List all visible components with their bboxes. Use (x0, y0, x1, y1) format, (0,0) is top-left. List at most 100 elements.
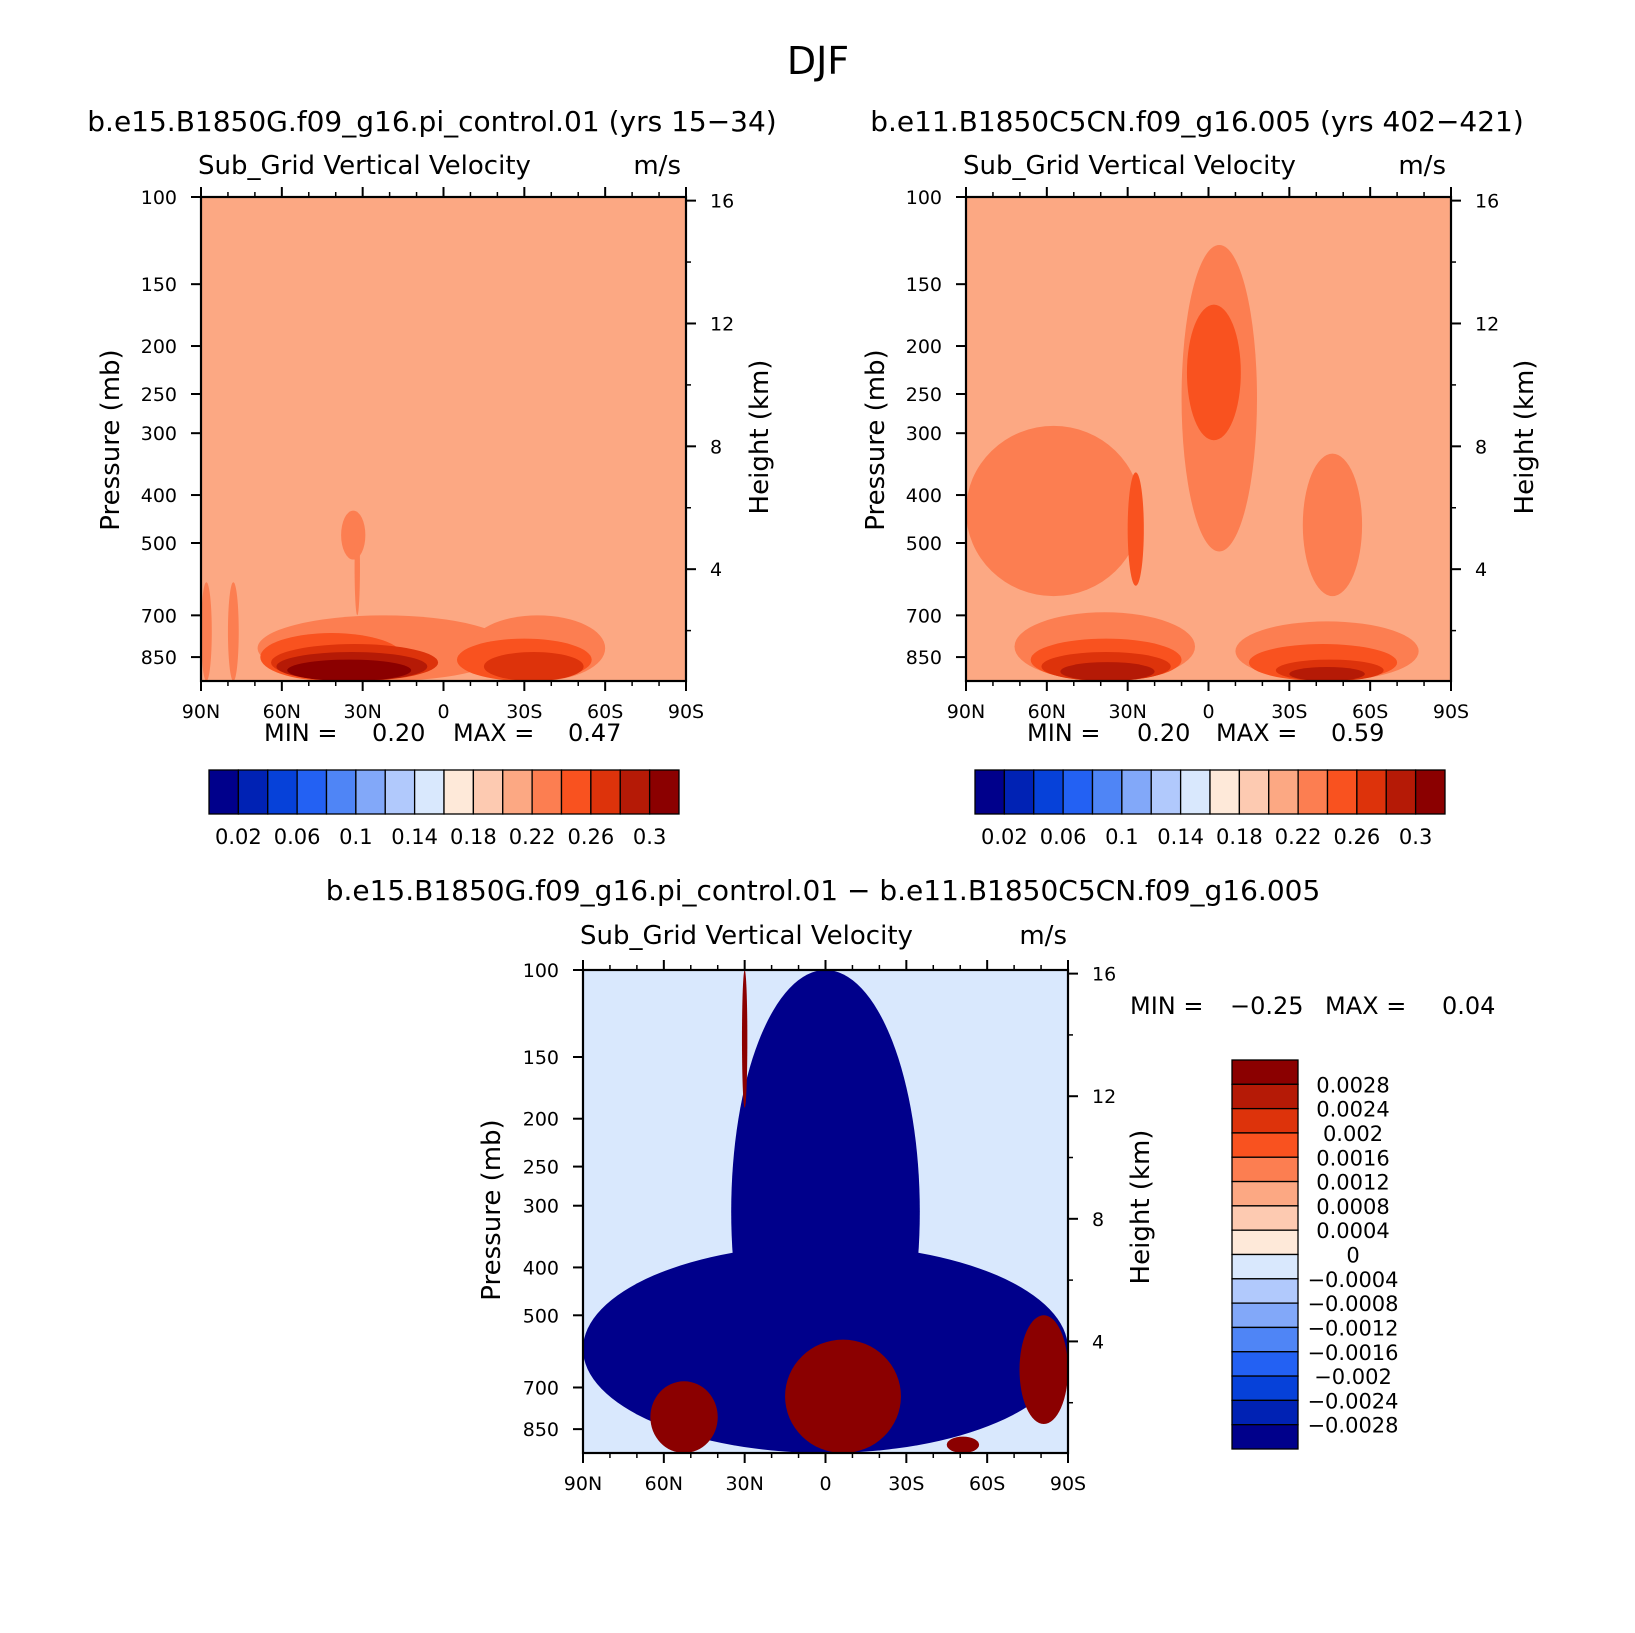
colorbar-box (1268, 769, 1299, 815)
colorbar-box (1062, 769, 1094, 815)
panel-3-max-value: 0.04 (1442, 992, 1495, 1020)
x-tick-label: 30S (506, 701, 542, 723)
colorbar-box (296, 769, 328, 815)
colorbar-box (502, 769, 533, 815)
panel-2-plot: 90N 60N 30N 0 30S 60S 90S 100 150 200 250 300 400 500… (906, 187, 1499, 723)
y-tick-label: 200 (141, 336, 177, 358)
colorbar-box (1231, 1399, 1299, 1426)
colorbar-box (1231, 1302, 1299, 1329)
y2-tick-label: 12 (1092, 1086, 1116, 1108)
y-tick-label: 250 (906, 384, 942, 406)
panel-3-plot: 90N 60N 30N 0 30S 60S 90S 100 150 200 250 300 400 500… (523, 960, 1116, 1495)
y-tick-label: 150 (906, 274, 942, 296)
panel-2-variable: Sub_Grid Vertical Velocity (963, 151, 1296, 181)
colorbar-tick-label: 0.0016 (1316, 1146, 1389, 1170)
colorbar-box (1231, 1326, 1299, 1353)
panel-1-plot: 90N 60N 30N 0 30S 60S 90S 100 150 200 250 300 400 500… (141, 187, 734, 723)
colorbar-tick-label: 0.0004 (1316, 1219, 1389, 1243)
y-tick-label: 850 (523, 1419, 559, 1441)
y-tick-label: 300 (906, 423, 942, 445)
panel-2-units: m/s (1398, 151, 1446, 181)
contour-region-11 (287, 659, 412, 681)
colorbar-box (1091, 769, 1123, 815)
y-tick-label: 250 (141, 384, 177, 406)
panel-1-max-label: MAX = (453, 719, 534, 747)
y2-tick-label: 8 (1475, 436, 1487, 458)
y2-tick-label: 16 (1475, 191, 1499, 213)
colorbar-tick-label: −0.0024 (1307, 1389, 1398, 1413)
colorbar-tick-label: −0.0008 (1307, 1292, 1398, 1316)
colorbar-box (1231, 1132, 1299, 1158)
y2-tick-label: 8 (1092, 1209, 1104, 1231)
contour-region-4 (354, 520, 360, 616)
panel-1-y2label: Height (km) (745, 360, 775, 515)
contour-region-1 (201, 582, 212, 681)
colorbar-box (1231, 1180, 1299, 1207)
colorbar-box (1209, 769, 1241, 815)
panel-1-min-label: MIN = (264, 719, 337, 747)
colorbar-box (1231, 1278, 1299, 1304)
panel-3-variable: Sub_Grid Vertical Velocity (580, 921, 913, 951)
colorbar-box (1238, 769, 1270, 815)
colorbar-tick-label: 0.18 (1216, 825, 1263, 849)
colorbar-tick-label: 0.3 (633, 825, 666, 849)
contour-field (966, 197, 1451, 681)
panel-3-case-title: b.e15.B1850G.f09_g16.pi_control.01 − b.e… (326, 874, 1321, 907)
y-tick-label: 850 (906, 647, 942, 669)
colorbar-box (531, 769, 563, 815)
panel-3-colorbar: 0.00280.00240.0020.00160.00120.00080.000… (1231, 1059, 1399, 1450)
colorbar-box (560, 769, 592, 815)
colorbar-box (1231, 1424, 1299, 1450)
panel-1-min-value: 0.20 (372, 719, 425, 747)
y-tick-label: 850 (141, 647, 177, 669)
y-tick-label: 100 (523, 960, 559, 982)
panel-2-ylabel: Pressure (mb) (861, 349, 891, 530)
panel-2-max-value: 0.59 (1331, 719, 1384, 747)
colorbar-box (237, 769, 269, 815)
colorbar-box (1356, 769, 1387, 815)
colorbar-tick-label: 0.14 (391, 825, 438, 849)
contour-region-0 (227, 582, 239, 681)
y2-tick-label: 4 (1092, 1331, 1104, 1353)
contour-region-9 (483, 651, 584, 681)
y-tick-label: 250 (523, 1157, 559, 1179)
panel-1-units: m/s (633, 151, 681, 181)
panel-1-max-value: 0.47 (568, 719, 621, 747)
colorbar-tick-label: 0.22 (509, 825, 556, 849)
panel-3-max-label: MAX = (1325, 992, 1406, 1020)
panel-3-y2label: Height (km) (1126, 1130, 1156, 1285)
y2-tick-label: 4 (1475, 559, 1487, 581)
colorbar-tick-label: 0.22 (1275, 825, 1322, 849)
colorbar-box (1121, 769, 1152, 815)
colorbar-tick-label: −0.0004 (1307, 1268, 1398, 1292)
colorbar-tick-label: 0.14 (1157, 825, 1204, 849)
y-tick-label: 100 (141, 187, 177, 209)
y-tick-label: 150 (141, 274, 177, 296)
x-tick-label: 30N (343, 701, 381, 723)
y-tick-label: 400 (523, 1257, 559, 1279)
x-tick-label: 60S (969, 1473, 1005, 1495)
x-tick-label: 90S (1050, 1473, 1086, 1495)
colorbar-box (619, 769, 651, 815)
y-tick-label: 700 (906, 605, 942, 627)
colorbar-tick-label: 0.0028 (1316, 1073, 1389, 1097)
colorbar-box (1231, 1375, 1299, 1402)
figure-title: DJF (787, 39, 849, 83)
colorbar-tick-label: −0.002 (1314, 1365, 1392, 1389)
colorbar-box (1231, 1059, 1299, 1085)
panel-1: b.e15.B1850G.f09_g16.pi_control.01 (yrs … (87, 105, 776, 849)
contour-region-5 (946, 1436, 980, 1453)
colorbar-tick-label: 0.3 (1399, 825, 1432, 849)
x-tick-label: 60N (1028, 701, 1066, 723)
colorbar-tick-label: 0.002 (1323, 1122, 1383, 1146)
colorbar-box (1150, 769, 1182, 815)
contour-region-2 (741, 970, 748, 1108)
colorbar-box (384, 769, 416, 815)
colorbar-box (1231, 1107, 1299, 1134)
colorbar-tick-label: 0.1 (339, 825, 372, 849)
contour-region-3 (785, 1339, 901, 1453)
contour-region-4 (1186, 304, 1241, 441)
colorbar-tick-label: 0.02 (981, 825, 1028, 849)
colorbar-tick-label: 0.06 (1040, 825, 1087, 849)
